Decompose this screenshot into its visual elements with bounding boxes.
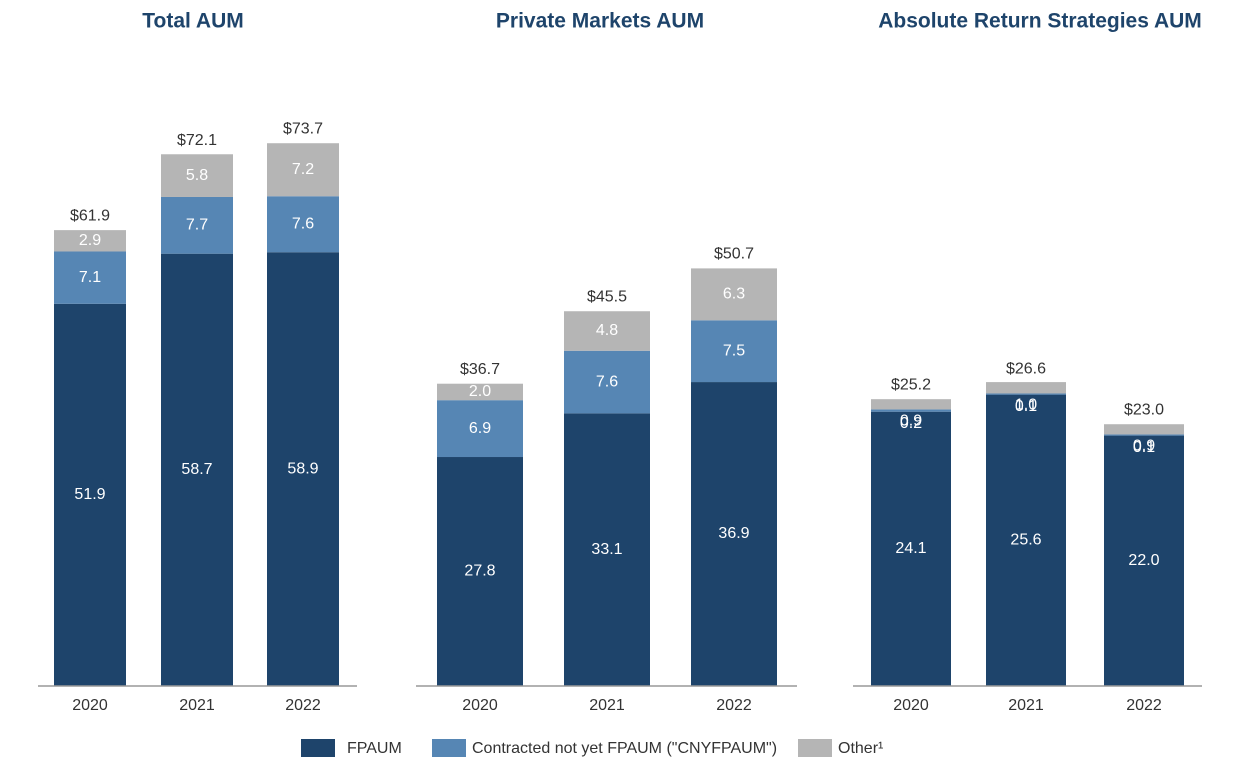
x-tick-label: 2020 <box>893 697 929 714</box>
segment-label: 33.1 <box>591 541 622 558</box>
segment-label: 5.8 <box>186 167 208 184</box>
bar-segment <box>691 268 777 321</box>
segment-label: 27.8 <box>464 563 495 580</box>
total-label: $45.5 <box>587 288 627 305</box>
segment-label: 0.2 <box>900 415 922 432</box>
x-tick-label: 2022 <box>716 697 752 714</box>
segment-label: 7.1 <box>79 269 101 286</box>
total-label: $23.0 <box>1124 401 1164 418</box>
bar-segment <box>564 350 650 414</box>
segment-label: 58.9 <box>287 460 318 477</box>
bar-segment <box>986 393 1066 395</box>
bar-segment <box>986 394 1066 686</box>
bar-segment <box>986 382 1066 394</box>
legend-label: FPAUM <box>347 740 402 757</box>
bar-segment <box>564 311 650 351</box>
bar-segment <box>161 196 233 254</box>
bar-segment <box>161 253 233 686</box>
chart-title: Total AUM <box>142 10 243 33</box>
total-label: $36.7 <box>460 361 500 378</box>
segment-label: 7.6 <box>292 215 314 232</box>
legend-swatch <box>432 739 466 757</box>
segment-label: 24.1 <box>895 540 926 557</box>
chart-title: Private Markets AUM <box>496 10 704 33</box>
legend-swatch <box>301 739 335 757</box>
bar-segment <box>54 230 126 252</box>
bar-segment <box>437 383 523 401</box>
bar-segment <box>564 413 650 686</box>
chart-title: Absolute Return Strategies AUM <box>878 10 1202 33</box>
segment-label: 1.0 <box>1015 397 1037 414</box>
segment-label: 51.9 <box>74 486 105 503</box>
total-label: $72.1 <box>177 132 217 149</box>
bar-segment <box>871 411 951 686</box>
x-tick-label: 2021 <box>589 697 625 714</box>
segment-label: 22.0 <box>1128 552 1159 569</box>
segment-label: 6.3 <box>723 286 745 303</box>
x-tick-label: 2022 <box>285 697 321 714</box>
x-tick-label: 2022 <box>1126 697 1162 714</box>
segment-label: 7.6 <box>596 373 618 390</box>
x-tick-label: 2021 <box>1008 697 1044 714</box>
segment-label: 7.5 <box>723 342 745 359</box>
segment-label: 6.9 <box>469 420 491 437</box>
legend-label: Other¹ <box>838 740 883 757</box>
segment-label: 0.9 <box>900 413 922 430</box>
total-label: $25.2 <box>891 376 931 393</box>
segment-label: 0.1 <box>1133 439 1155 456</box>
bar-segment <box>437 400 523 458</box>
bar-segment <box>267 143 339 197</box>
bar-segment <box>267 252 339 687</box>
bar-segment <box>54 303 126 686</box>
segment-label: 0.1 <box>1015 398 1037 415</box>
bar-segment <box>871 409 951 412</box>
bar-segment <box>871 399 951 410</box>
bar-segment <box>1104 435 1184 686</box>
segment-label: 0.9 <box>1133 438 1155 455</box>
bar-segment <box>691 382 777 686</box>
legend-label: Contracted not yet FPAUM ("CNYFPAUM") <box>472 740 777 757</box>
legend-swatch <box>798 739 832 757</box>
bar-segment <box>267 196 339 253</box>
bar-segment <box>691 320 777 383</box>
segment-label: 36.9 <box>718 525 749 542</box>
total-label: $61.9 <box>70 207 110 224</box>
segment-label: 25.6 <box>1010 532 1041 549</box>
segment-label: 4.8 <box>596 322 618 339</box>
bar-segment <box>1104 424 1184 435</box>
total-label: $26.6 <box>1006 360 1046 377</box>
segment-label: 2.9 <box>79 232 101 249</box>
segment-label: 2.0 <box>469 383 491 400</box>
segment-label: 7.7 <box>186 217 208 234</box>
bar-segment <box>54 251 126 304</box>
bar-segment <box>1104 434 1184 436</box>
x-tick-label: 2021 <box>179 697 215 714</box>
x-tick-label: 2020 <box>72 697 108 714</box>
segment-label: 58.7 <box>181 461 212 478</box>
bar-segment <box>161 154 233 197</box>
total-label: $50.7 <box>714 246 754 263</box>
total-label: $73.7 <box>283 120 323 137</box>
bar-segment <box>437 457 523 686</box>
x-tick-label: 2020 <box>462 697 498 714</box>
segment-label: 7.2 <box>292 161 314 178</box>
